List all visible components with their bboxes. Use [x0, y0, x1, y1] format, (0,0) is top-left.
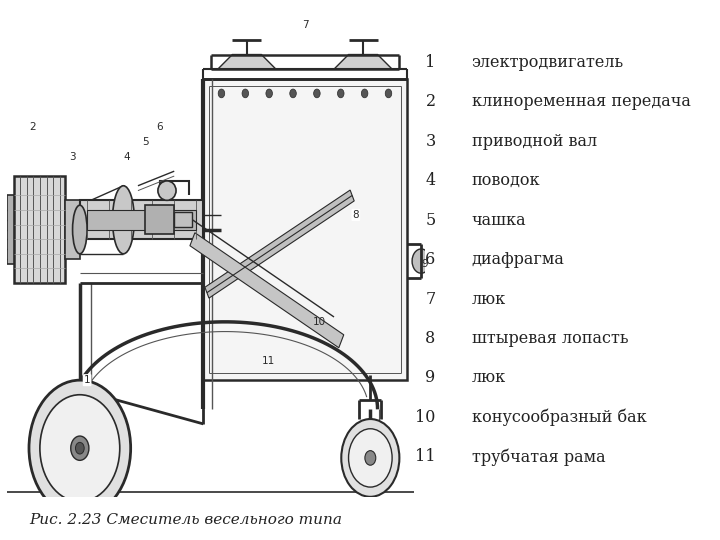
FancyArrow shape	[190, 233, 343, 348]
Circle shape	[76, 442, 84, 454]
Text: 11: 11	[262, 356, 275, 366]
Bar	[80, 200, 203, 239]
Polygon shape	[334, 55, 392, 69]
Text: люк: люк	[472, 291, 506, 307]
Bar	[145, 205, 174, 234]
Text: электродвигатель: электродвигатель	[472, 54, 624, 71]
Circle shape	[361, 89, 368, 98]
Bar	[66, 200, 80, 259]
Text: 8: 8	[353, 210, 359, 220]
Text: клиноременная передача: клиноременная передача	[472, 93, 690, 110]
Bar	[87, 210, 196, 230]
Text: 7: 7	[426, 291, 436, 307]
Text: 9: 9	[421, 259, 428, 268]
Text: 10: 10	[415, 409, 436, 426]
Circle shape	[71, 436, 89, 460]
Text: 3: 3	[426, 133, 436, 150]
Circle shape	[29, 380, 130, 516]
Circle shape	[365, 450, 376, 465]
Text: 2: 2	[30, 123, 36, 132]
Bar	[174, 212, 192, 227]
Text: 10: 10	[313, 317, 326, 327]
Text: трубчатая рама: трубчатая рама	[472, 448, 606, 465]
Ellipse shape	[158, 181, 176, 200]
Ellipse shape	[73, 205, 87, 254]
Circle shape	[266, 89, 272, 98]
Text: поводок: поводок	[472, 172, 540, 189]
Text: Рис. 2.23 Смеситель весельного типа: Рис. 2.23 Смеситель весельного типа	[29, 512, 342, 526]
Text: 5: 5	[142, 137, 148, 147]
Text: 9: 9	[426, 369, 436, 386]
Circle shape	[242, 89, 248, 98]
Text: приводной вал: приводной вал	[472, 133, 597, 150]
Text: штыревая лопасть: штыревая лопасть	[472, 330, 628, 347]
Circle shape	[218, 89, 225, 98]
Circle shape	[412, 249, 431, 273]
Circle shape	[341, 419, 400, 497]
Text: 8: 8	[426, 330, 436, 347]
Text: 7: 7	[302, 21, 308, 30]
Text: 11: 11	[415, 448, 436, 465]
Circle shape	[385, 89, 392, 98]
Ellipse shape	[112, 186, 135, 254]
Text: 3: 3	[69, 152, 76, 161]
Text: 5: 5	[426, 212, 436, 228]
FancyArrow shape	[205, 190, 354, 298]
Circle shape	[289, 89, 297, 98]
Bar	[14, 176, 66, 283]
Bar	[203, 79, 407, 380]
Text: 2: 2	[426, 93, 436, 110]
Text: люк: люк	[472, 369, 506, 386]
Bar	[7, 195, 14, 264]
Text: 4: 4	[426, 172, 436, 189]
Text: 1: 1	[426, 54, 436, 71]
Text: диафрагма: диафрагма	[472, 251, 564, 268]
Text: чашка: чашка	[472, 212, 526, 228]
Circle shape	[348, 429, 392, 487]
Text: конусообразный бак: конусообразный бак	[472, 409, 647, 426]
Text: 6: 6	[426, 251, 436, 268]
Circle shape	[314, 89, 320, 98]
Polygon shape	[218, 55, 276, 69]
Text: 4: 4	[124, 152, 130, 161]
Circle shape	[40, 395, 120, 502]
Text: 6: 6	[156, 123, 163, 132]
Text: 1: 1	[84, 375, 91, 385]
Circle shape	[338, 89, 344, 98]
